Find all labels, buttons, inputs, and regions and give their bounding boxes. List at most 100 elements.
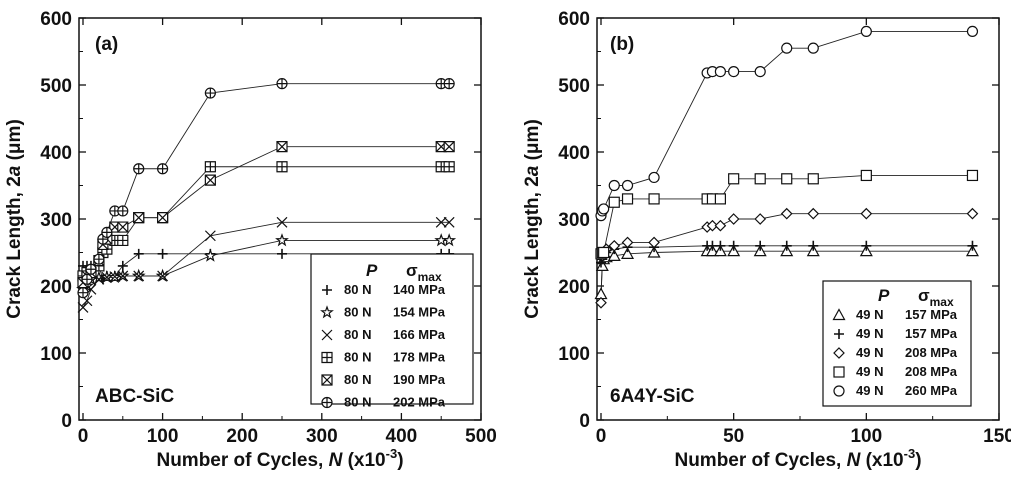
legend-load: 80 N [344,282,371,297]
data-point-sqx [276,141,288,153]
data-point-sqx [157,212,169,224]
data-point-square [621,193,634,205]
data-point-x [276,216,288,228]
y-tick-label: 300 [40,210,72,231]
data-point-circle [728,65,740,78]
legend-load: 49 N [856,345,883,360]
legend-marker-square [833,366,845,378]
y-tick-label: 100 [558,344,590,365]
data-point-square [754,173,766,185]
legend-load: 49 N [856,383,883,398]
series-markers-b [594,25,979,309]
data-point-circplus [93,253,105,265]
data-point-triangle [595,259,609,271]
data-point-sqplus [204,161,216,173]
data-point-plus [157,248,168,259]
data-point-circplus [204,87,216,99]
data-point-plus [967,240,978,251]
axis-ticks-a: 0 100 200 300 400 500 0 100 200 300 400 500 600 [40,9,497,447]
data-point-circplus [77,287,89,299]
legend-header-p: P [366,261,378,280]
x-tick-label: 200 [226,426,258,447]
data-point-square [608,196,620,208]
data-point-circle [860,25,872,37]
legend-load: 80 N [344,350,371,365]
data-point-x [117,270,129,282]
legend-stress: 202 MPa [393,395,446,410]
legend-stress: 157 MPa [905,307,958,322]
x-tick-label: 300 [306,426,338,447]
legend-load: 80 N [344,372,371,387]
data-point-star [203,248,218,262]
legend-marker-triangle [832,308,846,321]
legend-stress: 208 MPa [905,345,958,360]
data-point-circle [807,42,819,54]
legend-load: 80 N [344,395,371,410]
data-point-square [781,173,793,185]
legend-stress: 157 MPa [905,326,958,341]
x-tick-label: 400 [386,426,418,447]
data-point-circplus [443,78,455,90]
legend-stress: 260 MPa [905,383,958,398]
data-point-star [442,233,457,247]
legend-stress: 154 MPa [393,305,446,320]
data-point-x [77,302,89,313]
data-point-plus [277,248,287,259]
legend-marker-sqplus [321,351,333,364]
data-point-diamond [714,219,727,232]
data-point-diamond [727,213,740,225]
data-point-circle [714,65,727,78]
panel-label-a: (a) [95,34,118,55]
data-point-x [133,270,145,282]
data-point-x [157,270,169,282]
data-point-square [966,169,979,182]
data-point-triangle [621,247,635,259]
data-point-plus [861,240,872,251]
data-point-circle [754,65,766,78]
data-point-square [807,173,819,185]
legend-header-p: P [878,286,890,305]
legend-stress: 166 MPa [393,327,446,342]
y-tick-label: 600 [40,9,72,30]
material-label-b: 6A4Y-SiC [610,386,695,407]
data-point-plus [715,240,726,251]
data-point-diamond [621,236,634,249]
y-tick-label: 100 [40,344,72,365]
y-tick-label: 0 [61,411,72,432]
chart-panel-b: 0 50 100 150 0 100 200 300 400 500 600 (b) 6A4Y-Si… [522,9,1011,471]
data-point-circplus [81,273,93,285]
data-point-diamond [608,239,621,252]
data-point-circplus [101,226,113,238]
y-tick-label: 0 [579,411,590,432]
x-tick-label: 50 [723,426,744,447]
legend-load: 49 N [856,326,883,341]
x-axis-label-a: Number of Cycles, N (x10-3) [156,446,403,471]
series-markers-a [76,78,457,313]
data-point-circle [648,171,660,184]
data-point-star [275,233,289,247]
data-point-circplus [117,205,129,217]
y-axis-label-a: Crack Length, 2a (μm) [4,119,25,319]
data-point-circplus [276,78,288,90]
legend-load: 80 N [344,305,371,320]
legend-box-b [822,280,972,407]
data-point-plus [133,248,144,259]
x-tick-label: 100 [850,426,882,447]
data-point-circplus [85,263,97,275]
data-point-sqplus [117,234,129,247]
legend-header-sigma: σmax [406,261,442,284]
legend-marker-plus [322,285,332,295]
legend-marker-x [321,329,333,341]
legend-load: 80 N [344,327,371,342]
legend-load: 49 N [856,364,883,379]
axis-ticks-b: 0 50 100 150 0 100 200 300 400 500 600 [558,9,1011,447]
panel-label-b: (b) [610,34,634,55]
x-tick-label: 0 [596,426,607,447]
legend-marker-sqx [321,374,333,386]
legend-header-sigma: σmax [918,286,954,309]
y-tick-label: 400 [40,143,72,164]
